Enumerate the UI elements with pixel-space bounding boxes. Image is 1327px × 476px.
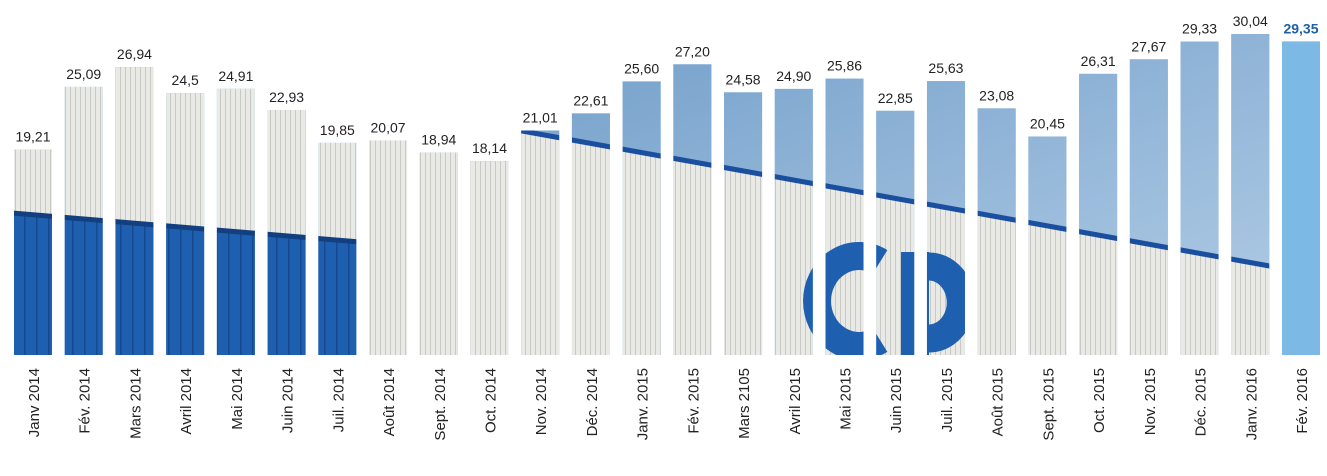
x-tick-label: Déc. 2014 [584,368,601,436]
x-tick-label: Oct. 2015 [1091,368,1108,433]
value-label: 26,31 [1081,53,1116,69]
value-label: 23,08 [979,87,1014,103]
x-tick-label: Avril 2014 [178,368,195,434]
x-tick-label: Mai 2015 [838,368,855,430]
x-tick-label: Avril 2015 [787,368,804,434]
bar-texture [1231,34,1270,355]
value-label: 27,20 [675,43,710,59]
bar-texture [1180,41,1219,355]
x-tick-label: Sept. 2015 [1040,368,1057,441]
value-label: 25,09 [66,66,101,82]
value-label: 26,94 [117,46,152,62]
bar-texture [977,108,1016,355]
x-tick-label: Janv. 2015 [635,368,652,440]
bar-texture [419,152,458,355]
value-label: 25,60 [624,60,659,76]
x-tick-label: Nov. 2015 [1142,368,1159,435]
x-tick-label: Juin 2014 [280,368,297,433]
value-label: 19,85 [320,122,355,138]
x-tick-label: Mars 2014 [127,368,144,439]
value-label: 24,5 [172,72,199,88]
bar-texture [1028,136,1067,355]
bar-texture [1282,41,1320,355]
bar-texture [470,161,509,355]
bar-texture [774,88,813,355]
x-tick-label: Fév. 2015 [685,368,702,434]
value-label: 27,67 [1131,38,1166,54]
bar-texture [369,140,408,355]
value-label: 22,61 [573,92,608,108]
x-tick-label: Nov. 2014 [533,368,550,435]
value-label: 25,63 [928,60,963,76]
x-tick-label: Juil. 2015 [939,368,956,432]
bar-texture [1129,59,1168,356]
bar-texture [571,113,610,355]
x-tick-label: Juil. 2014 [330,368,347,432]
bar-texture [1079,73,1118,356]
x-tick-label: Août 2014 [381,368,398,436]
plot-area: 19,21 Janv 2014 25,09 Fév. 2014 26,94 Mars 20… [14,13,1320,441]
value-label: 18,94 [421,132,456,148]
bar-texture [115,67,154,356]
value-label: 18,14 [472,140,507,156]
value-label: 22,93 [269,89,304,105]
value-label: 24,90 [776,68,811,84]
bar-texture [318,142,357,355]
x-tick-label: Janv. 2016 [1243,368,1260,440]
x-tick-label: Sept. 2014 [432,368,449,441]
x-tick-label: Mai 2014 [229,368,246,430]
bar-texture [673,64,712,355]
bar-texture [521,130,560,355]
value-label: 29,33 [1182,21,1217,37]
x-tick-label: Oct. 2014 [482,368,499,433]
x-tick-label: Juin 2015 [888,368,905,433]
value-label: 24,58 [726,71,761,87]
bar-texture [216,88,255,356]
value-label: 29,35 [1283,20,1318,36]
bar-texture [166,93,205,355]
x-tick-label: Janv 2014 [26,368,43,437]
value-label: 24,91 [218,68,253,84]
x-tick-label: Août 2015 [990,368,1007,436]
x-tick-label: Déc. 2015 [1193,368,1210,436]
value-label: 30,04 [1233,13,1268,29]
bar-texture [926,81,965,355]
x-tick-label: Mars 2105 [736,368,753,439]
value-label: 20,07 [371,120,406,136]
value-label: 25,86 [827,58,862,74]
x-tick-label: Fév. 2016 [1294,368,1311,434]
bar-texture [14,149,52,355]
bar-texture [724,92,763,355]
value-label: 19,21 [15,129,50,145]
value-label: 20,45 [1030,115,1065,131]
x-tick-label: Fév. 2014 [77,368,94,434]
bar-texture [267,109,306,355]
value-label: 22,85 [878,90,913,106]
bar-texture [825,78,864,355]
value-label: 21,01 [523,109,558,125]
bar-texture [64,86,103,355]
bar-texture [622,81,661,356]
bar-texture [876,110,915,355]
